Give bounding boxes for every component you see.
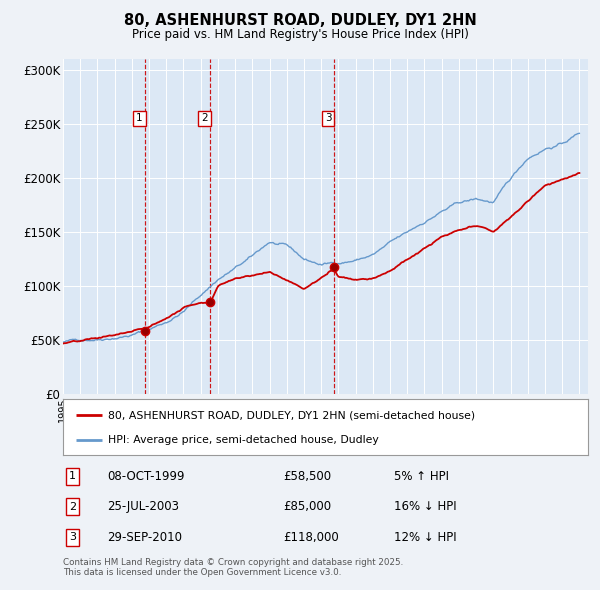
- Text: £85,000: £85,000: [284, 500, 332, 513]
- Text: 2: 2: [69, 502, 76, 512]
- Text: 3: 3: [69, 532, 76, 542]
- Text: 12% ↓ HPI: 12% ↓ HPI: [394, 531, 457, 544]
- Text: 16% ↓ HPI: 16% ↓ HPI: [394, 500, 457, 513]
- Text: 3: 3: [325, 113, 331, 123]
- Text: Price paid vs. HM Land Registry's House Price Index (HPI): Price paid vs. HM Land Registry's House …: [131, 28, 469, 41]
- Text: 1: 1: [69, 471, 76, 481]
- Text: 29-SEP-2010: 29-SEP-2010: [107, 531, 182, 544]
- Text: 80, ASHENHURST ROAD, DUDLEY, DY1 2HN (semi-detached house): 80, ASHENHURST ROAD, DUDLEY, DY1 2HN (se…: [107, 410, 475, 420]
- Text: 1: 1: [136, 113, 143, 123]
- Text: 25-JUL-2003: 25-JUL-2003: [107, 500, 179, 513]
- Text: £58,500: £58,500: [284, 470, 332, 483]
- Text: HPI: Average price, semi-detached house, Dudley: HPI: Average price, semi-detached house,…: [107, 435, 379, 445]
- Text: 80, ASHENHURST ROAD, DUDLEY, DY1 2HN: 80, ASHENHURST ROAD, DUDLEY, DY1 2HN: [124, 13, 476, 28]
- Text: 08-OCT-1999: 08-OCT-1999: [107, 470, 185, 483]
- Text: 2: 2: [201, 113, 208, 123]
- Text: Contains HM Land Registry data © Crown copyright and database right 2025.
This d: Contains HM Land Registry data © Crown c…: [63, 558, 403, 577]
- Text: £118,000: £118,000: [284, 531, 339, 544]
- Text: 5% ↑ HPI: 5% ↑ HPI: [394, 470, 449, 483]
